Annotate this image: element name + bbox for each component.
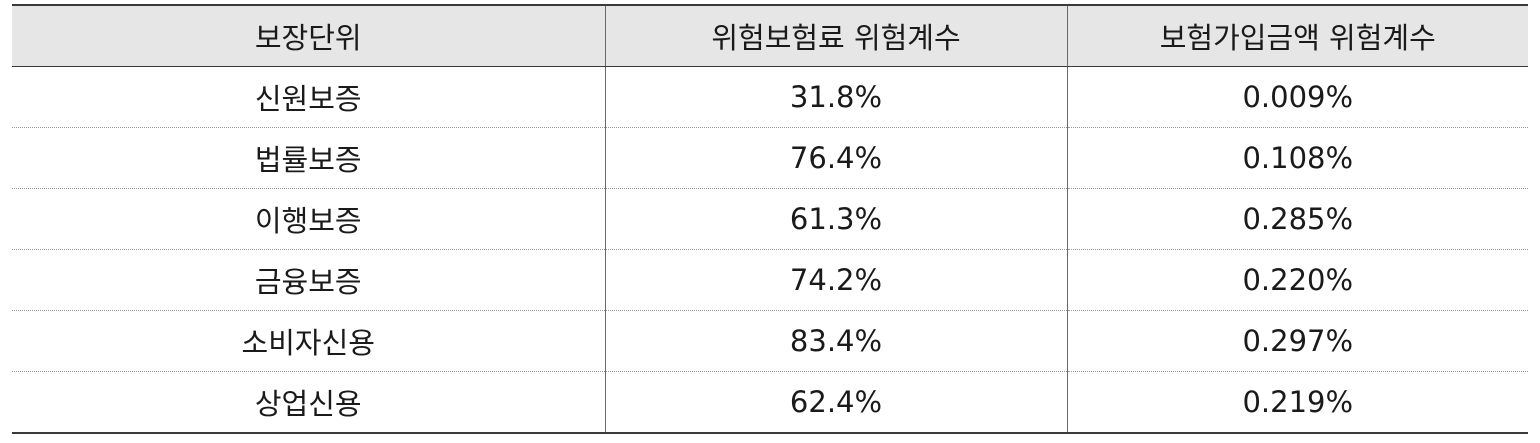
table-body: 신원보증 31.8% 0.009% 법률보증 76.4% 0.108% 이행보증… [12,66,1528,434]
table-header: 보장단위 위험보험료 위험계수 보험가입금액 위험계수 [12,4,1528,67]
cell-insured-amount-coefficient: 0.220% [1066,249,1528,311]
cell-coverage-unit: 상업신용 [12,371,605,434]
cell-coverage-unit: 금융보증 [12,249,605,311]
cell-risk-premium-coefficient: 31.8% [604,66,1067,128]
cell-risk-premium-coefficient: 62.4% [604,371,1067,434]
table-row: 소비자신용 83.4% 0.297% [12,310,1528,372]
table-row: 상업신용 62.4% 0.219% [12,371,1528,434]
risk-coefficient-table-container: 보장단위 위험보험료 위험계수 보험가입금액 위험계수 신원보증 31.8% 0… [12,4,1528,434]
table-row: 법률보증 76.4% 0.108% [12,127,1528,189]
header-risk-premium-coefficient: 위험보험료 위험계수 [604,4,1067,67]
cell-coverage-unit: 신원보증 [12,66,605,128]
header-insured-amount-coefficient: 보험가입금액 위험계수 [1066,4,1528,67]
cell-coverage-unit: 법률보증 [12,127,605,189]
cell-insured-amount-coefficient: 0.108% [1066,127,1528,189]
table-row: 이행보증 61.3% 0.285% [12,188,1528,250]
cell-risk-premium-coefficient: 74.2% [604,249,1067,311]
table-row: 신원보증 31.8% 0.009% [12,66,1528,128]
cell-risk-premium-coefficient: 61.3% [604,188,1067,250]
header-row: 보장단위 위험보험료 위험계수 보험가입금액 위험계수 [12,4,1528,67]
cell-insured-amount-coefficient: 0.009% [1066,66,1528,128]
cell-risk-premium-coefficient: 76.4% [604,127,1067,189]
cell-coverage-unit: 이행보증 [12,188,605,250]
header-coverage-unit: 보장단위 [12,4,605,67]
cell-insured-amount-coefficient: 0.219% [1066,371,1528,434]
cell-insured-amount-coefficient: 0.285% [1066,188,1528,250]
risk-coefficient-table: 보장단위 위험보험료 위험계수 보험가입금액 위험계수 신원보증 31.8% 0… [12,4,1528,434]
cell-coverage-unit: 소비자신용 [12,310,605,372]
table-row: 금융보증 74.2% 0.220% [12,249,1528,311]
cell-insured-amount-coefficient: 0.297% [1066,310,1528,372]
cell-risk-premium-coefficient: 83.4% [604,310,1067,372]
